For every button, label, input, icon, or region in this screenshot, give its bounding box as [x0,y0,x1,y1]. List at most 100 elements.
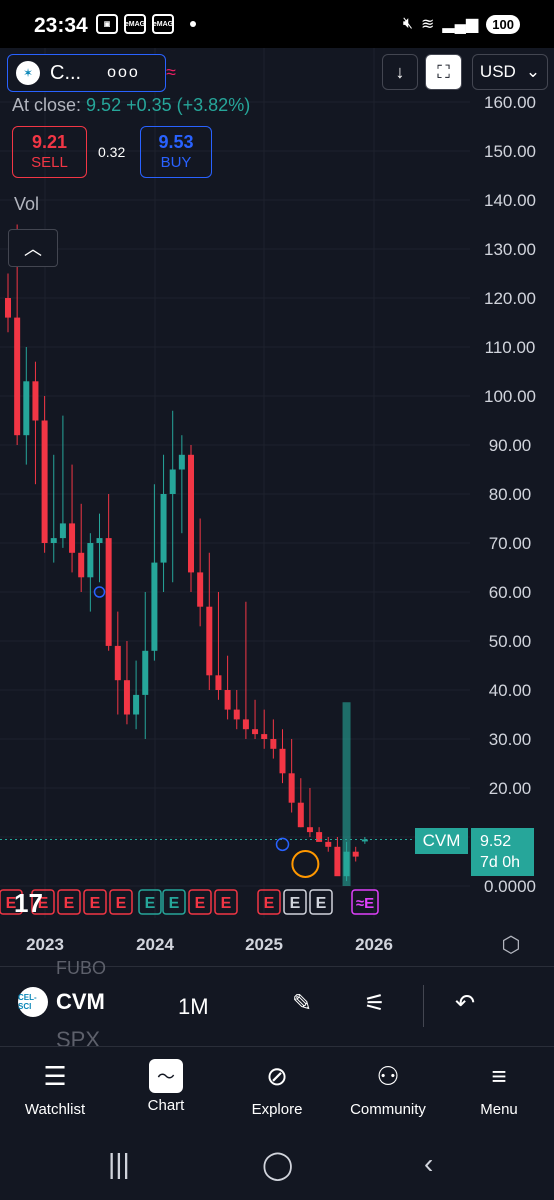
earnings-label: E [90,895,101,912]
last-price: 9.52 [480,833,512,850]
notification-dot-icon [190,21,196,27]
candle-body [352,851,359,857]
split-marker [351,889,379,915]
indicators-icon[interactable]: ⚟ [364,990,386,1017]
candle-body [206,606,213,676]
download-button[interactable]: ↓ [382,54,418,90]
volume-bar [342,702,351,886]
candle-body [123,680,130,715]
candle-body [361,839,368,842]
candle-body [334,846,341,877]
arrow-down-icon: ↓ [395,61,405,82]
earnings-marker [57,889,81,915]
candle-body [78,552,85,578]
emag-icon: eMAG [124,14,146,34]
candle-body [270,739,277,749]
y-axis-label: 160.00 [484,93,536,112]
collapse-indicators-button[interactable]: ︿ [8,229,58,267]
at-close-label: At close: [12,95,82,115]
candle-body [224,690,231,710]
nav-label: Community [350,1101,426,1118]
status-bar: 23:34 ▣ eMAG eMAG 🔇︎ ≋ ▂▄▆ 100 [0,0,554,48]
earnings-label: E [6,895,17,912]
y-axis-label: 110.00 [485,338,536,357]
fit-screen-icon: ⛶ [437,61,450,82]
buy-button[interactable]: 9.53 BUY [140,126,212,178]
earnings-marker [162,889,186,915]
status-left-icons: ▣ eMAG eMAG [96,14,196,34]
at-close-change: +0.35 (+3.82%) [126,95,251,115]
earnings-marker [214,889,238,915]
wave-indicator-icon[interactable]: ≈ [166,62,176,82]
earnings-marker [0,889,23,915]
fit-screen-button[interactable]: ⛶ [425,54,462,90]
chart-area[interactable]: 160.00 150.00 140.00 130.00 120.00 110.00 100.… [0,48,554,966]
symbol-price-tag: CVM [415,828,468,854]
candle-body [59,523,66,539]
sell-button[interactable]: 9.21 SELL [12,126,87,178]
nav-label: Chart [147,1097,185,1114]
candle-body [32,381,39,421]
candle-body [160,494,167,563]
system-nav-bar: ||| ◯ ‹ [0,1134,554,1200]
status-time: 23:34 [34,14,88,37]
price-chart[interactable]: 160.00 150.00 140.00 130.00 120.00 110.00 100.… [0,48,554,966]
nav-chart[interactable]: 〜 Chart [116,1055,216,1114]
y-axis-label: 20.00 [489,779,532,798]
recents-icon[interactable]: ||| [108,1148,130,1179]
company-logo-icon: CEL-SCI [18,987,48,1017]
nav-label: Watchlist [24,1101,86,1118]
nav-community[interactable]: ⚇ Community [338,1055,438,1119]
undo-icon[interactable]: ↶ [455,990,476,1017]
earnings-marker [283,889,307,915]
candle-body [197,572,204,607]
y-axis-label: 30.00 [489,730,532,749]
interval-selector[interactable]: 1M [178,994,209,1019]
chart-background [0,48,554,966]
emag-icon: eMAG [152,14,174,34]
candle-body [233,709,240,720]
symbol-selector[interactable]: ✶ C... ooo [7,54,166,92]
candle-body [215,675,222,690]
candle-body [14,317,21,436]
more-dots-icon[interactable]: ooo [107,64,140,81]
tradingview-logo: 17 [14,888,43,918]
y-axis-label: 100.00 [484,387,536,406]
candle-body [142,650,149,695]
earnings-marker [83,889,107,915]
split-label: ≈E [356,895,374,912]
y-axis-label: 40.00 [489,681,532,700]
nav-menu[interactable]: ≡ Menu [449,1055,549,1119]
dividend-marker [93,586,106,598]
earnings-marker [188,889,212,915]
y-axis-label: 140.00 [484,191,536,210]
back-icon[interactable]: ‹ [424,1148,434,1179]
menu-icon: ≡ [491,1060,507,1091]
chart-toolbar: FUBO SPX CEL-SCI CVM 1M ✎ ⚟ ↶ [0,958,554,1052]
home-icon[interactable]: ◯ [262,1149,294,1180]
toolbar-symbol[interactable]: CVM [56,989,105,1014]
nav-explore[interactable]: ⊘ Explore [227,1055,327,1119]
currency-selector[interactable]: USD ⌄ [472,54,548,90]
buy-price: 9.53 [158,132,194,152]
pencil-icon[interactable]: ✎ [292,990,313,1017]
bar-countdown: 7d 0h [480,854,521,871]
chart-settings-icon[interactable]: ⬡ [501,932,521,957]
candle-body [96,538,103,543]
bottom-nav: ☰ Watchlist 〜 Chart ⊘ Explore ⚇ Communit… [0,1046,554,1134]
x-axis-label: 2025 [245,935,283,954]
x-axis-label: 2024 [136,935,174,954]
earnings-label: E [221,895,232,912]
earnings-label: E [169,895,180,912]
compass-icon: ⊘ [266,1060,288,1091]
nav-watchlist[interactable]: ☰ Watchlist [5,1055,105,1119]
y-axis-label: 60.00 [489,583,532,602]
earnings-label: E [316,895,327,912]
company-logo-icon: ✶ [16,61,40,85]
earnings-label: E [116,895,127,912]
candle-body [69,523,76,553]
spread-value: 0.32 [98,144,126,160]
nav-label: Menu [480,1101,518,1118]
nav-label: Explore [251,1101,303,1118]
candle-body [41,420,48,543]
